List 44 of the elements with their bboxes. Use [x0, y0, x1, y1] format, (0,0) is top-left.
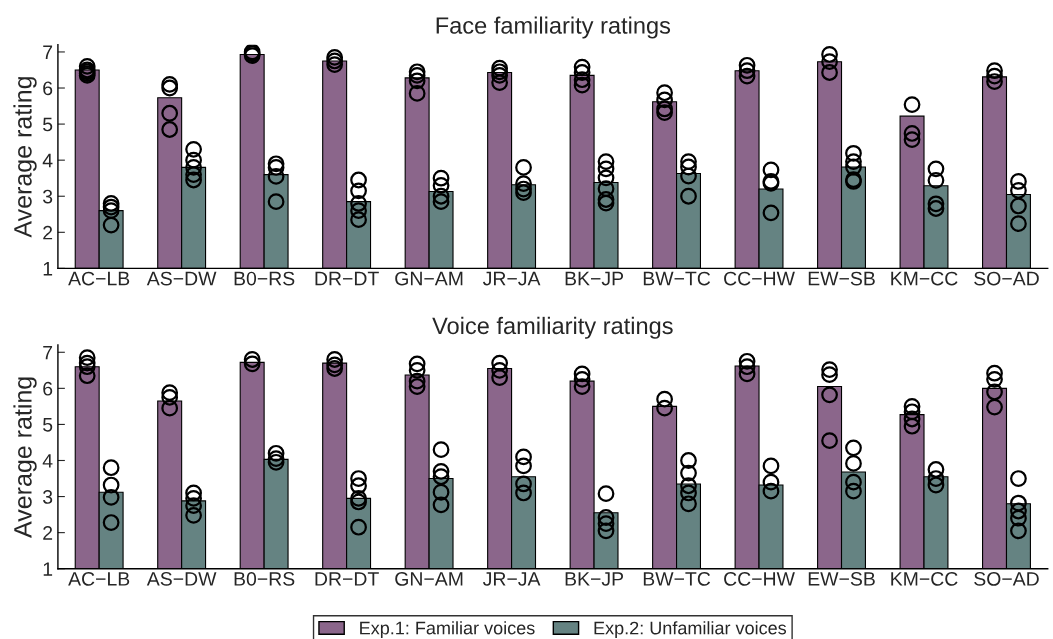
x-tick-label: CC−HW — [724, 271, 795, 286]
y-tick-label: 7 — [43, 45, 53, 59]
x-tick-label: B0−RS — [234, 271, 295, 286]
y-tick-label: 7 — [43, 345, 53, 360]
x-tick-label: B0−RS — [234, 572, 295, 586]
x-tick-label: DR−DT — [315, 271, 379, 286]
x-tick-label: SO−AD — [974, 271, 1039, 286]
y-tick-label: 4 — [42, 153, 53, 168]
y-tick-label: 5 — [43, 418, 53, 432]
x-tick-label: BK−JP — [565, 271, 624, 286]
x-tick-label: DR−DT — [315, 572, 379, 586]
y-tick-label: 2 — [43, 225, 53, 240]
x-tick-label: BK−JP — [565, 572, 624, 586]
x-tick-label: KM−CC — [891, 271, 958, 286]
y-tick-label: 1 — [43, 262, 53, 276]
y-tick-label: 5 — [43, 117, 53, 132]
y-tick-label: 6 — [43, 81, 53, 96]
y-tick-label: 3 — [42, 490, 53, 504]
x-tick-label: JR−JA — [482, 271, 541, 286]
legend-label: Exp.1: Familiar voices — [360, 621, 535, 639]
x-tick-label: AS−DW — [146, 572, 217, 586]
chart-title: Face familiarity ratings — [436, 16, 671, 39]
y-tick-label: 6 — [43, 381, 53, 396]
x-tick-label: KM−CC — [891, 572, 958, 586]
x-tick-label: AC−LB — [68, 572, 130, 586]
x-tick-label: BW−TC — [643, 572, 711, 586]
y-tick-label: 3 — [42, 189, 53, 204]
x-tick-label: EW−SB — [808, 271, 875, 286]
x-tick-label: SO−AD — [974, 572, 1039, 586]
x-tick-label: AC−LB — [68, 271, 130, 286]
y-axis-title: Average rating — [13, 377, 37, 538]
y-tick-label: 2 — [43, 526, 53, 540]
x-tick-label: JR−JA — [482, 572, 541, 586]
x-tick-label: AS−DW — [146, 271, 217, 286]
y-tick-label: 1 — [43, 562, 53, 576]
y-tick-label: 4 — [42, 454, 53, 468]
x-tick-label: CC−HW — [724, 572, 795, 586]
chart-title: Voice familiarity ratings — [432, 316, 673, 339]
x-tick-label: GN−AM — [395, 271, 463, 286]
legend-label: Exp.2: Unfamiliar voices — [594, 621, 787, 639]
y-axis-title: Average rating — [13, 77, 37, 238]
x-tick-label: EW−SB — [808, 572, 875, 586]
x-tick-label: BW−TC — [643, 271, 711, 286]
x-tick-label: GN−AM — [395, 572, 463, 586]
